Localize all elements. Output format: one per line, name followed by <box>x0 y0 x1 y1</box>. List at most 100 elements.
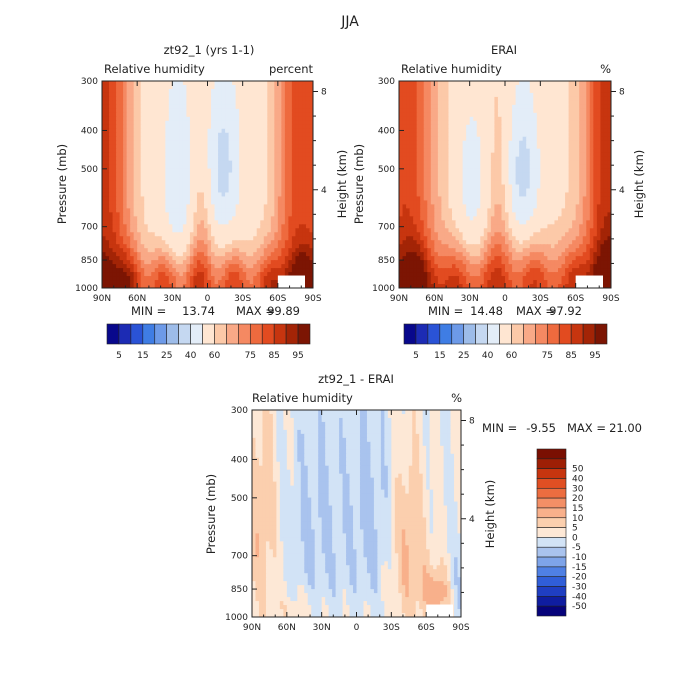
heatmap-cell <box>246 268 251 273</box>
heatmap-cell <box>561 132 566 138</box>
heatmap-cell <box>437 148 442 154</box>
heatmap-cell <box>182 256 187 261</box>
heatmap-cell <box>130 100 135 106</box>
heatmap-cell <box>309 196 313 202</box>
heatmap-cell <box>497 168 503 174</box>
heatmap-cell <box>137 196 142 202</box>
heatmap-cell <box>133 100 138 106</box>
heatmap-cell <box>189 156 195 162</box>
heatmap-cell <box>288 160 293 166</box>
heatmap-cell <box>416 92 421 98</box>
heatmap-cell <box>214 208 219 213</box>
heatmap-cell <box>505 96 510 102</box>
heatmap-cell <box>232 104 237 110</box>
heatmap-cell <box>123 248 128 253</box>
heatmap-cell <box>105 268 110 273</box>
heatmap-cell <box>239 232 244 237</box>
heatmap-cell <box>211 212 216 217</box>
heatmap-cell <box>423 156 428 162</box>
heatmap-cell <box>189 232 195 237</box>
heatmap-cell <box>281 260 286 265</box>
colorbar-label: 75 <box>245 351 256 361</box>
heatmap-cell <box>228 104 233 110</box>
heatmap-cell <box>512 196 517 202</box>
heatmap-cell <box>260 81 265 86</box>
heatmap-cell <box>490 92 495 98</box>
heatmap-cell <box>540 128 545 134</box>
heatmap-cell <box>536 120 541 126</box>
heatmap-cell <box>144 200 149 205</box>
heatmap-cell <box>533 160 538 166</box>
heatmap-cell <box>112 81 117 86</box>
heatmap-cell <box>561 144 566 150</box>
heatmap-cell <box>593 188 598 194</box>
heatmap-cell <box>452 148 457 154</box>
heatmap-cell <box>112 128 117 134</box>
heatmap-cell <box>263 180 268 186</box>
heatmap-cell <box>515 108 520 114</box>
heatmap-cell <box>123 104 128 110</box>
heatmap-cell <box>246 220 251 225</box>
heatmap-cell <box>203 88 209 94</box>
heatmap-cell <box>298 224 304 229</box>
heatmap-cell <box>420 96 425 102</box>
heatmap-cell <box>550 81 556 86</box>
heatmap-cell <box>249 228 254 233</box>
heatmap-cell <box>200 196 205 202</box>
heatmap-cell <box>409 192 414 198</box>
heatmap-cell <box>558 132 563 138</box>
heatmap-cell <box>200 172 205 178</box>
heatmap-cell <box>144 204 149 209</box>
heatmap-cell <box>232 128 237 134</box>
heatmap-cell <box>225 224 230 229</box>
heatmap-cell <box>298 252 304 257</box>
heatmap-cell <box>211 104 216 110</box>
heatmap-cell <box>189 168 195 174</box>
heatmap-cell <box>508 176 513 182</box>
heatmap-cell <box>582 108 587 114</box>
heatmap-cell <box>186 284 191 288</box>
heatmap-cell <box>126 164 131 170</box>
heatmap-cell <box>501 124 506 130</box>
heatmap-cell <box>309 192 313 198</box>
heatmap-cell <box>168 152 173 158</box>
heatmap-cell <box>554 104 559 110</box>
heatmap-cell <box>260 268 265 273</box>
heatmap-cell <box>175 264 180 269</box>
heatmap-cell <box>189 196 195 202</box>
heatmap-cell <box>189 272 195 277</box>
heatmap-cell <box>533 108 538 114</box>
heatmap-cell <box>182 88 187 94</box>
heatmap-cell <box>295 92 300 98</box>
heatmap-cell <box>288 232 293 237</box>
heatmap-cell <box>295 200 300 205</box>
heatmap-cell <box>154 88 159 94</box>
heatmap-cell <box>497 136 503 142</box>
heatmap-cell <box>168 176 173 182</box>
heatmap-cells <box>102 81 313 288</box>
heatmap-cell <box>263 112 268 118</box>
heatmap-cell <box>565 132 570 138</box>
heatmap-cell <box>112 252 117 257</box>
heatmap-cell <box>288 140 293 146</box>
heatmap-cell <box>137 164 142 170</box>
heatmap-cell <box>589 160 594 166</box>
heatmap-cell <box>235 168 240 174</box>
heatmap-cell <box>239 196 244 202</box>
heatmap-cell <box>235 112 240 118</box>
heatmap-cell <box>253 280 258 285</box>
heatmap-cell <box>305 132 311 138</box>
heatmap-cell <box>284 172 289 178</box>
heatmap-cell <box>462 116 467 122</box>
heatmap-cell <box>165 96 170 102</box>
heatmap-cell <box>434 152 439 158</box>
heatmap-cell <box>487 88 492 94</box>
heatmap-cell <box>116 148 121 154</box>
heatmap-cell <box>413 120 418 126</box>
heatmap-cell <box>480 156 485 162</box>
heatmap-cell <box>193 160 198 166</box>
heatmap-cell <box>267 192 272 198</box>
heatmap-cell <box>232 148 237 154</box>
heatmap-cell <box>200 208 205 213</box>
heatmap-cell <box>462 124 467 130</box>
